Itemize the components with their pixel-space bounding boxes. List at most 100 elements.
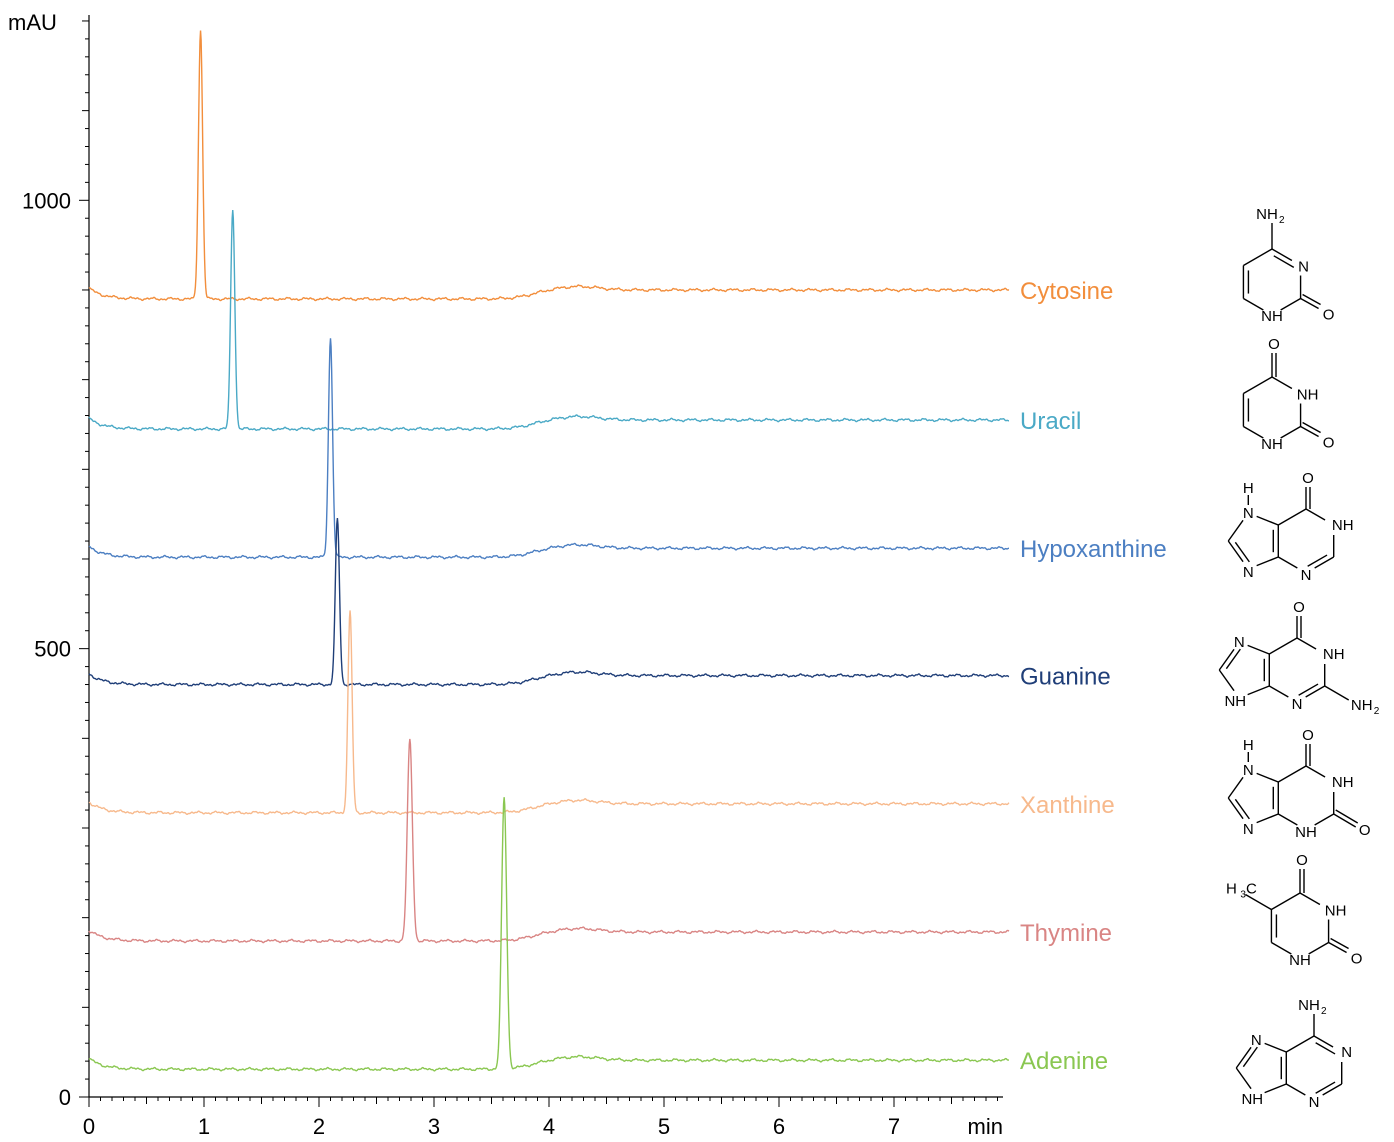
bond bbox=[1302, 421, 1321, 434]
y-tick-label: 1000 bbox=[22, 188, 71, 213]
bond bbox=[1314, 556, 1335, 569]
bond bbox=[1235, 1046, 1252, 1069]
trace-adenine bbox=[88, 797, 1010, 1072]
trace-xanthine bbox=[88, 610, 1010, 816]
atom-label: O bbox=[1323, 435, 1335, 452]
atom-label: N bbox=[1309, 1094, 1320, 1111]
bond bbox=[1313, 1035, 1334, 1048]
bond bbox=[1256, 515, 1279, 526]
atom-label: N bbox=[1292, 696, 1303, 713]
bond-double bbox=[1225, 648, 1241, 670]
bond bbox=[1300, 297, 1319, 310]
bond bbox=[1247, 685, 1270, 696]
atom-label: NH bbox=[1261, 308, 1283, 325]
atom-label: H bbox=[1243, 737, 1254, 754]
series-label-hypoxanthine: Hypoxanthine bbox=[1020, 536, 1167, 563]
bond bbox=[1227, 519, 1244, 542]
atom-label: H bbox=[1243, 480, 1254, 497]
bond bbox=[1227, 776, 1244, 799]
bond bbox=[1280, 297, 1301, 311]
series-label-cytosine: Cytosine bbox=[1020, 278, 1113, 305]
bond bbox=[1271, 892, 1301, 911]
bond-double bbox=[1315, 1081, 1336, 1094]
bond-double bbox=[1234, 798, 1250, 820]
structure-thymine: O NH NH O H 3 C bbox=[1226, 852, 1362, 969]
bond bbox=[1243, 297, 1264, 311]
bond bbox=[1256, 813, 1279, 824]
atom-label: NH bbox=[1295, 824, 1317, 841]
bond bbox=[1243, 376, 1273, 395]
atom-label: N bbox=[1251, 1032, 1262, 1049]
atom-subscript: 2 bbox=[1279, 215, 1285, 226]
bond bbox=[1299, 892, 1321, 906]
x-tick-label: 3 bbox=[428, 1114, 440, 1139]
bond bbox=[1300, 425, 1319, 438]
atom-label: O bbox=[1302, 470, 1314, 487]
bond bbox=[1314, 813, 1335, 826]
bond bbox=[1330, 937, 1349, 950]
atom-label: N bbox=[1301, 567, 1312, 584]
atom-label: O bbox=[1351, 951, 1363, 968]
atom-label: N bbox=[1243, 821, 1254, 838]
bond bbox=[1277, 765, 1307, 783]
trace-thymine bbox=[88, 738, 1010, 944]
atom-label: N bbox=[1341, 1044, 1352, 1061]
bond bbox=[1227, 797, 1244, 820]
bond bbox=[1227, 540, 1244, 563]
atom-label: NH bbox=[1298, 997, 1320, 1014]
bond bbox=[1277, 813, 1298, 826]
atom-label: NH bbox=[1256, 206, 1278, 223]
bond bbox=[1324, 685, 1350, 701]
series-label-guanine: Guanine bbox=[1020, 664, 1111, 691]
x-tick-label: 2 bbox=[313, 1114, 325, 1139]
atom-label: N bbox=[1234, 634, 1245, 651]
atom-label: NH bbox=[1241, 1091, 1263, 1108]
trace-cytosine bbox=[88, 30, 1010, 302]
atom-label: NH bbox=[1297, 387, 1319, 404]
series-label-thymine: Thymine bbox=[1020, 920, 1112, 947]
bond bbox=[1271, 941, 1292, 955]
x-tick-label: 6 bbox=[773, 1114, 785, 1139]
atom-label: O bbox=[1293, 599, 1305, 616]
bond bbox=[1264, 1083, 1287, 1094]
bond bbox=[1328, 941, 1347, 954]
bond bbox=[1280, 425, 1301, 439]
bond-double bbox=[1234, 541, 1250, 563]
trace-uracil bbox=[88, 210, 1010, 432]
y-tick-label: 500 bbox=[34, 637, 71, 662]
x-axis-label: min bbox=[968, 1114, 1003, 1139]
atom-label: O bbox=[1323, 307, 1335, 324]
series-labels: Cytosine Uracil Hypoxanthine Guanine Xanthin… bbox=[1020, 278, 1167, 1075]
bond bbox=[1305, 508, 1326, 521]
bond bbox=[1308, 941, 1329, 955]
bond-double bbox=[1307, 554, 1328, 567]
atom-label: O bbox=[1302, 727, 1314, 744]
bond bbox=[1322, 1083, 1343, 1096]
series-label-uracil: Uracil bbox=[1020, 408, 1081, 435]
axes: 0 1 2 3 4 5 6 7 min 0 500 1000 mAU bbox=[8, 10, 1003, 1139]
bond bbox=[1264, 1042, 1287, 1053]
bond bbox=[1305, 685, 1326, 698]
atom-label: NH bbox=[1261, 436, 1283, 453]
series-label-xanthine: Xanthine bbox=[1020, 792, 1115, 819]
atom-label: N bbox=[1243, 564, 1254, 581]
x-tick-label: 1 bbox=[198, 1114, 210, 1139]
traces bbox=[88, 30, 1010, 1072]
bond bbox=[1271, 248, 1293, 262]
series-label-adenine: Adenine bbox=[1020, 1048, 1108, 1075]
structure-uracil: O NH NH O bbox=[1242, 336, 1335, 453]
atom-label: C bbox=[1246, 881, 1257, 898]
atom-subscript: 2 bbox=[1374, 706, 1380, 717]
atom-label: N bbox=[1298, 259, 1309, 276]
atom-label: O bbox=[1359, 822, 1371, 839]
bond-double bbox=[1242, 1046, 1258, 1068]
atom-label: NH bbox=[1351, 697, 1373, 714]
bond bbox=[1218, 669, 1235, 692]
atom-label: NH bbox=[1332, 517, 1354, 534]
bond bbox=[1268, 685, 1289, 698]
bond-double bbox=[1315, 1042, 1336, 1055]
atom-label: NH bbox=[1224, 693, 1246, 710]
bond bbox=[1305, 765, 1326, 778]
